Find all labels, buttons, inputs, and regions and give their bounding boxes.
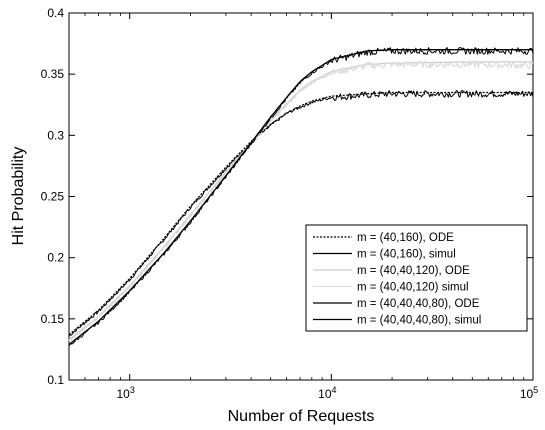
legend-box: [305, 224, 528, 332]
x-tick-label: 103: [117, 385, 135, 401]
series-layer: [68, 47, 534, 347]
y-tick-label: 0.35: [41, 67, 65, 81]
legend-label: m = (40,40,120) simul: [357, 282, 469, 294]
series-line-3: [68, 60, 534, 342]
x-tick-label: 104: [318, 385, 336, 401]
ticks-layer: 103 104 105 0.1 0.15 0.2 0.25 0.3 0.35 0.4: [41, 6, 539, 401]
legend-label: m = (40,40,120), ODE: [357, 265, 470, 277]
series-line-2: [68, 61, 533, 341]
y-tick-label: 0.15: [41, 312, 65, 326]
y-axis-label: Hit Probability: [10, 147, 27, 246]
legend-label: m = (40,160), simul: [357, 249, 456, 261]
series-line-5: [68, 47, 534, 347]
y-tick-label: 0.2: [47, 251, 64, 265]
y-tick-label: 0.3: [47, 128, 64, 142]
series-line-1: [68, 89, 534, 337]
x-tick-label: 105: [520, 385, 538, 401]
legend-label: m = (40,40,40,80), simul: [357, 315, 481, 327]
y-tick-label: 0.4: [47, 6, 64, 20]
legend-label: m = (40,160), ODE: [357, 232, 454, 244]
legend: m = (40,160), ODE m = (40,160), simul m = …: [305, 224, 528, 332]
y-tick-label: 0.25: [41, 190, 65, 204]
x-axis-label: Number of Requests: [228, 408, 375, 425]
y-tick-label: 0.1: [47, 373, 64, 387]
legend-label: m = (40,40,40,80), ODE: [357, 298, 480, 310]
